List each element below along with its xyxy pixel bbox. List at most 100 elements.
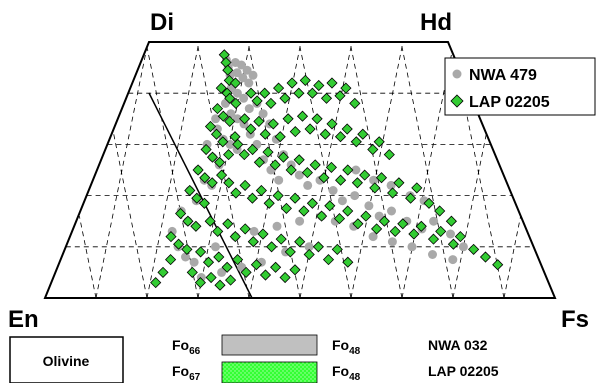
- data-point-lap-02205: [213, 251, 225, 263]
- data-point-lap-02205: [298, 205, 310, 217]
- data-point-lap-02205: [445, 215, 457, 227]
- data-point-lap-02205: [311, 113, 323, 125]
- data-point-lap-02205: [289, 264, 301, 276]
- data-point-nwa-479: [272, 221, 282, 231]
- data-point-nwa-479: [248, 70, 258, 80]
- data-point-nwa-479: [387, 237, 397, 247]
- data-point-lap-02205: [279, 271, 291, 284]
- data-point-lap-02205: [293, 87, 305, 99]
- data-point-lap-02205: [274, 131, 286, 143]
- data-point-lap-02205: [211, 103, 224, 115]
- data-point-lap-02205: [289, 192, 301, 204]
- data-point-lap-02205: [150, 277, 162, 289]
- data-point-lap-02205: [289, 126, 301, 138]
- data-point-lap-02205: [173, 238, 185, 250]
- data-point-lap-02205: [316, 210, 328, 222]
- data-point-lap-02205: [285, 164, 297, 176]
- data-point-lap-02205: [341, 123, 353, 135]
- data-point-nwa-479: [407, 242, 417, 252]
- grid-line-diagonal: [78, 216, 97, 299]
- grid-line-diagonal: [298, 41, 352, 299]
- data-point-lap-02205: [165, 231, 177, 243]
- data-point-lap-02205: [223, 149, 235, 161]
- legend-marker-lap-02205: [450, 94, 464, 108]
- data-point-nwa-479: [351, 165, 361, 175]
- data-point-lap-02205: [282, 113, 294, 125]
- data-point-nwa-479: [244, 78, 254, 88]
- data-point-lap-02205: [405, 192, 417, 204]
- data-point-lap-02205: [423, 197, 435, 209]
- grid-line-diagonal: [197, 41, 251, 299]
- olivine-row1-start-label: Fo: [172, 337, 189, 353]
- data-point-lap-02205: [253, 115, 265, 127]
- grid-line-diagonal: [146, 41, 200, 299]
- data-point-lap-02205: [265, 97, 277, 109]
- grid-line-diagonal: [349, 41, 403, 299]
- data-point-nwa-479: [374, 211, 384, 221]
- data-point-lap-02205: [259, 269, 272, 281]
- data-point-nwa-479: [236, 60, 246, 70]
- grid-line-diagonal: [350, 41, 404, 299]
- data-point-lap-02205: [232, 138, 244, 150]
- data-point-lap-02205: [371, 223, 383, 235]
- data-point-nwa-479: [232, 114, 242, 124]
- data-point-lap-02205: [326, 77, 338, 89]
- data-point-lap-02205: [369, 182, 381, 194]
- data-point-nwa-479: [364, 201, 374, 211]
- data-point-lap-02205: [214, 156, 226, 168]
- data-point-nwa-479: [217, 267, 227, 277]
- data-point-lap-02205: [434, 205, 446, 217]
- data-point-lap-02205: [200, 143, 212, 156]
- data-point-lap-02205: [238, 149, 250, 161]
- olivine-row1-bar: [221, 334, 318, 356]
- data-point-lap-02205: [312, 241, 324, 253]
- data-point-lap-02205: [205, 271, 217, 284]
- data-point-lap-02205: [331, 243, 343, 255]
- data-point-lap-02205: [215, 82, 227, 94]
- olivine-row2-start: Fo67: [172, 363, 201, 383]
- data-point-lap-02205: [299, 74, 311, 86]
- legend-label-nwa-479: NWA 479: [469, 67, 537, 84]
- data-point-lap-02205: [318, 172, 330, 184]
- data-point-lap-02205: [195, 246, 207, 258]
- data-point-lap-02205: [279, 92, 291, 104]
- grid-line-diagonal: [196, 41, 250, 299]
- data-point-lap-02205: [296, 110, 309, 122]
- data-point-lap-02205: [309, 159, 321, 171]
- olivine-row2-bar: [221, 361, 318, 383]
- data-point-lap-02205: [190, 220, 202, 232]
- data-point-lap-02205: [239, 179, 251, 191]
- grid-line-diagonal: [452, 134, 487, 299]
- data-point-lap-02205: [435, 225, 447, 237]
- data-point-nwa-479: [258, 109, 268, 119]
- grid-line-diagonal: [299, 41, 353, 299]
- data-point-lap-02205: [397, 218, 409, 230]
- data-point-lap-02205: [286, 77, 298, 89]
- data-point-lap-02205: [342, 256, 354, 268]
- data-point-lap-02205: [273, 82, 285, 94]
- data-point-lap-02205: [319, 128, 331, 140]
- data-point-lap-02205: [393, 177, 405, 189]
- data-point-lap-02205: [225, 274, 237, 286]
- olivine-row1-start: Fo66: [172, 337, 201, 357]
- data-point-lap-02205: [224, 92, 236, 104]
- data-point-lap-02205: [335, 174, 347, 186]
- legend-box: [444, 57, 596, 116]
- grid-line-diagonal: [401, 52, 453, 299]
- data-point-lap-02205: [257, 228, 269, 240]
- data-point-nwa-479: [350, 191, 360, 201]
- data-point-lap-02205: [447, 238, 459, 250]
- data-point-lap-02205: [230, 97, 242, 109]
- data-point-nwa-479: [294, 170, 304, 180]
- data-point-nwa-479: [242, 65, 252, 75]
- olivine-legend: Olivine Fo66 Fo48 NWA 032 Fo67 Fo48 LAP …: [9, 334, 499, 383]
- data-point-lap-02205: [202, 256, 215, 268]
- data-point-nwa-479: [244, 104, 254, 114]
- data-point-nwa-479: [189, 257, 199, 267]
- corner-label-di: Di: [150, 9, 174, 36]
- data-point-lap-02205: [415, 220, 427, 232]
- olivine-row2-end-label: Fo: [332, 363, 349, 379]
- data-point-lap-02205: [230, 187, 242, 199]
- data-point-lap-02205: [259, 87, 271, 99]
